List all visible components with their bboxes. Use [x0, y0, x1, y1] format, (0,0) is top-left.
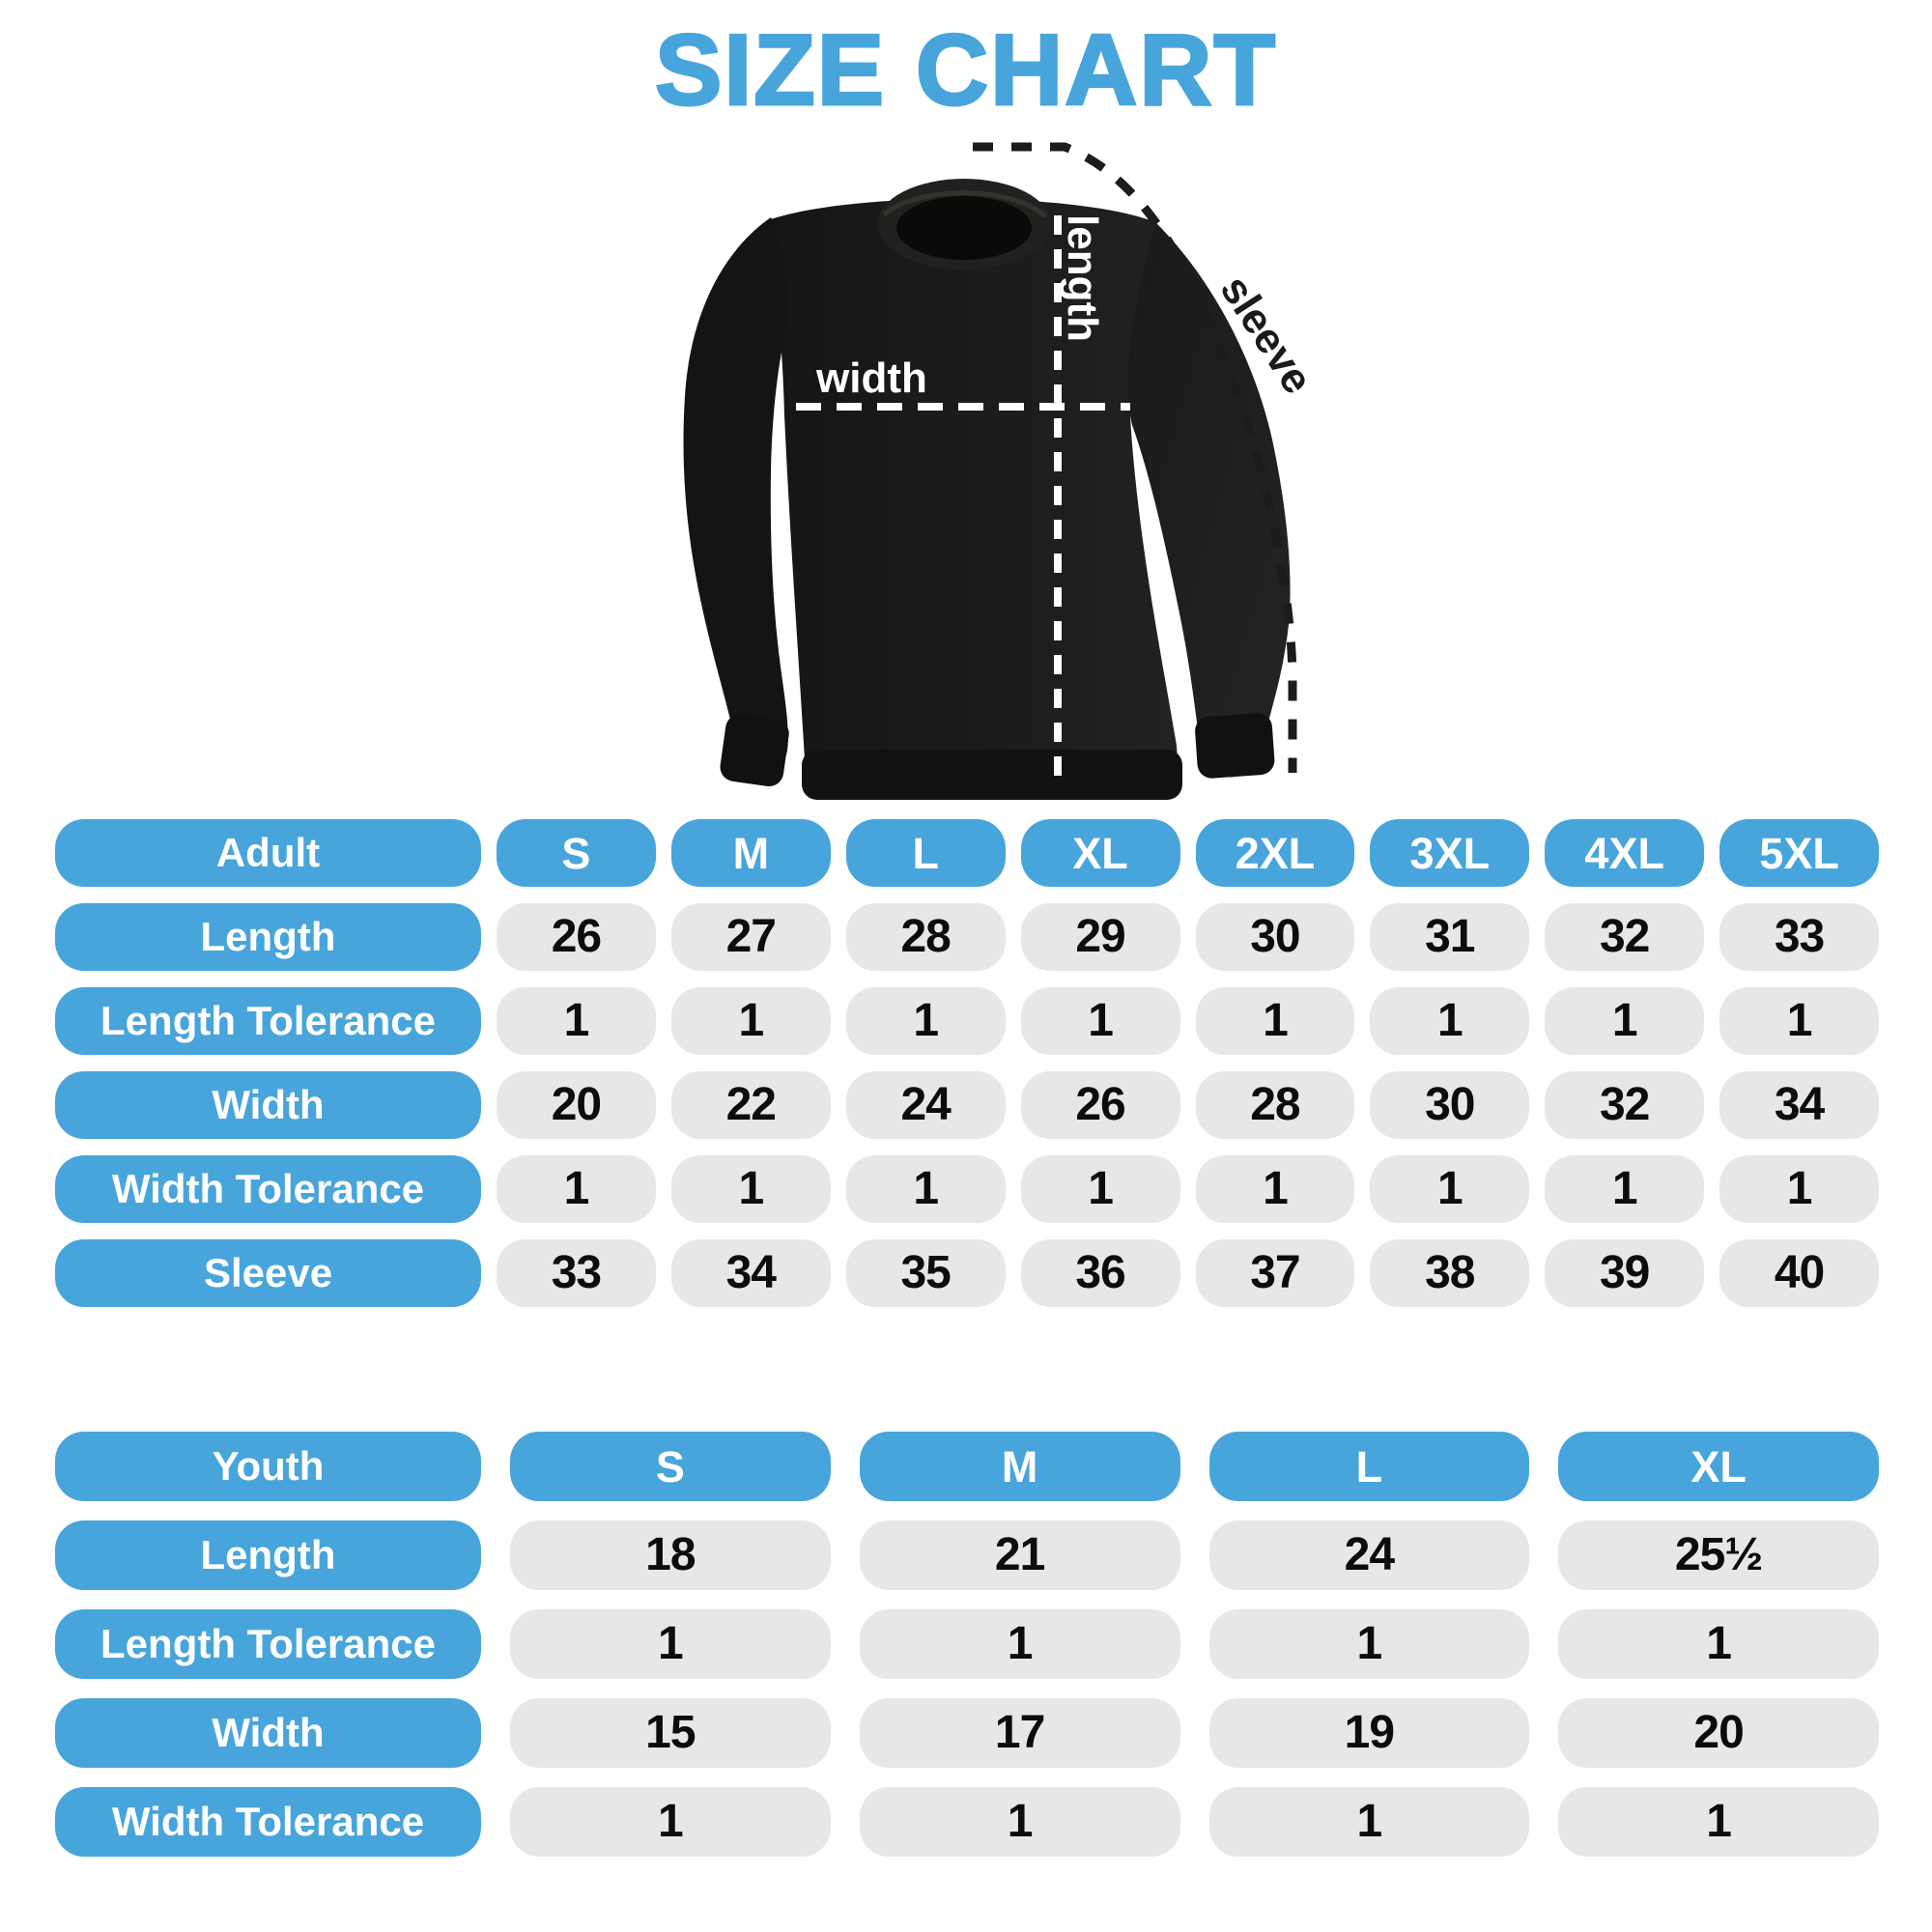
adult-size-header-3xl: 3XL [1370, 819, 1530, 887]
adult-length-value: 30 [1195, 903, 1355, 971]
sweatshirt-right-cuff [1195, 713, 1275, 779]
adult-length-tolerance-value: 1 [1020, 987, 1180, 1055]
youth-size-table: Youth S M L XL Length 18 21 24 25½ Lengt… [55, 1432, 1879, 1857]
adult-width-tolerance-value: 1 [1195, 1155, 1355, 1223]
youth-length-value: 18 [510, 1520, 831, 1590]
adult-length-tolerance-value: 1 [670, 987, 831, 1055]
adult-length-value: 32 [1545, 903, 1705, 971]
sweatshirt-collar-rib [877, 179, 1051, 270]
adult-length-tolerance-value: 1 [497, 987, 656, 1055]
adult-row-label-length-tolerance: Length Tolerance [55, 987, 481, 1055]
adult-width-tolerance-value: 1 [1719, 1155, 1879, 1223]
youth-length-tolerance-value: 1 [510, 1609, 831, 1679]
adult-sleeve-value: 38 [1370, 1239, 1530, 1307]
sleeve-label: sleeve [1211, 268, 1321, 403]
adult-size-header-m: M [670, 819, 831, 887]
length-label: length [1059, 214, 1106, 342]
youth-width-value: 17 [859, 1698, 1180, 1768]
adult-size-header-5xl: 5XL [1719, 819, 1879, 887]
adult-length-value: 33 [1719, 903, 1879, 971]
youth-length-tolerance-value: 1 [1558, 1609, 1879, 1679]
sleeve-measure-line [973, 142, 1297, 773]
youth-size-header-s: S [510, 1432, 831, 1501]
youth-width-value: 20 [1558, 1698, 1879, 1768]
adult-length-tolerance-value: 1 [1545, 987, 1705, 1055]
youth-length-tolerance-value: 1 [1208, 1609, 1530, 1679]
page-title: SIZE CHART [654, 14, 1277, 128]
adult-width-tolerance-value: 1 [670, 1155, 831, 1223]
adult-row-label-sleeve: Sleeve [55, 1239, 481, 1307]
adult-width-value: 24 [845, 1071, 1006, 1139]
adult-width-tolerance-value: 1 [1370, 1155, 1530, 1223]
youth-size-header-l: L [1208, 1432, 1530, 1501]
adult-width-value: 20 [497, 1071, 656, 1139]
youth-row-label-width: Width [55, 1698, 481, 1768]
youth-size-header-xl: XL [1558, 1432, 1879, 1501]
width-label: width [815, 355, 927, 402]
youth-size-header-m: M [859, 1432, 1180, 1501]
adult-table-title-pill: Adult [55, 819, 481, 887]
adult-size-header-2xl: 2XL [1195, 819, 1355, 887]
adult-length-tolerance-value: 1 [845, 987, 1006, 1055]
youth-length-value: 21 [859, 1520, 1180, 1590]
adult-row-label-width-tolerance: Width Tolerance [55, 1155, 481, 1223]
youth-width-value: 19 [1208, 1698, 1530, 1768]
adult-size-header-xl: XL [1020, 819, 1180, 887]
sweatshirt-hem-ribbing [802, 750, 1182, 800]
adult-sleeve-value: 35 [845, 1239, 1006, 1307]
youth-length-value: 25½ [1558, 1520, 1879, 1590]
youth-row-label-length-tolerance: Length Tolerance [55, 1609, 481, 1679]
adult-length-value: 31 [1370, 903, 1530, 971]
adult-width-value: 22 [670, 1071, 831, 1139]
adult-size-header-l: L [845, 819, 1006, 887]
adult-length-tolerance-value: 1 [1719, 987, 1879, 1055]
adult-size-header-s: S [497, 819, 656, 887]
adult-length-value: 26 [497, 903, 656, 971]
adult-width-tolerance-value: 1 [845, 1155, 1006, 1223]
adult-length-value: 28 [845, 903, 1006, 971]
adult-sleeve-value: 40 [1719, 1239, 1879, 1307]
adult-width-value: 34 [1719, 1071, 1879, 1139]
adult-row-label-width: Width [55, 1071, 481, 1139]
adult-width-tolerance-value: 1 [1545, 1155, 1705, 1223]
sweatshirt-right-sleeve [1127, 222, 1291, 778]
youth-width-tolerance-value: 1 [510, 1787, 831, 1857]
adult-width-value: 30 [1370, 1071, 1530, 1139]
youth-length-tolerance-value: 1 [859, 1609, 1180, 1679]
adult-length-tolerance-value: 1 [1370, 987, 1530, 1055]
sweatshirt-collar-opening [896, 196, 1032, 260]
sweatshirt-left-sleeve [683, 217, 788, 781]
adult-sleeve-value: 39 [1545, 1239, 1705, 1307]
sweatshirt-body [768, 198, 1179, 783]
adult-width-value: 32 [1545, 1071, 1705, 1139]
adult-length-tolerance-value: 1 [1195, 987, 1355, 1055]
youth-width-value: 15 [510, 1698, 831, 1768]
youth-width-tolerance-value: 1 [859, 1787, 1180, 1857]
adult-length-value: 29 [1020, 903, 1180, 971]
adult-width-value: 26 [1020, 1071, 1180, 1139]
youth-row-label-length: Length [55, 1520, 481, 1590]
adult-row-label-length: Length [55, 903, 481, 971]
adult-sleeve-value: 34 [670, 1239, 831, 1307]
youth-width-tolerance-value: 1 [1208, 1787, 1530, 1857]
sweatshirt-collar-highlight [882, 190, 1047, 218]
youth-width-tolerance-value: 1 [1558, 1787, 1879, 1857]
adult-size-header-4xl: 4XL [1545, 819, 1705, 887]
adult-width-value: 28 [1195, 1071, 1355, 1139]
youth-row-label-width-tolerance: Width Tolerance [55, 1787, 481, 1857]
adult-sleeve-value: 33 [497, 1239, 656, 1307]
sweatshirt-left-cuff [720, 714, 789, 786]
adult-sleeve-value: 37 [1195, 1239, 1355, 1307]
adult-width-tolerance-value: 1 [1020, 1155, 1180, 1223]
adult-size-table: Adult S M L XL 2XL 3XL 4XL 5XL Length 26… [55, 819, 1879, 1307]
youth-length-value: 24 [1208, 1520, 1530, 1590]
adult-length-value: 27 [670, 903, 831, 971]
adult-width-tolerance-value: 1 [497, 1155, 656, 1223]
youth-table-title-pill: Youth [55, 1432, 481, 1501]
adult-sleeve-value: 36 [1020, 1239, 1180, 1307]
